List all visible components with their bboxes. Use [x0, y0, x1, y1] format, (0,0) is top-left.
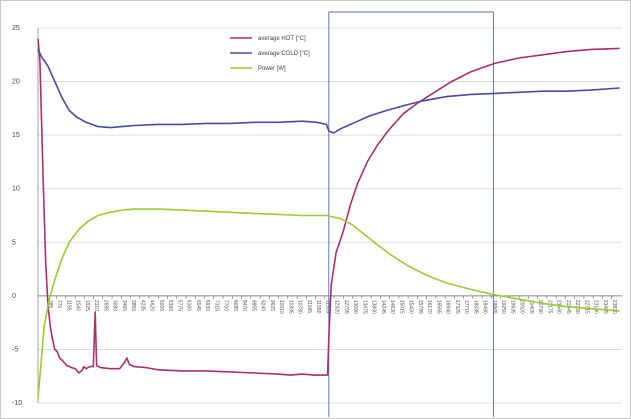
x-tick-label: 23485	[602, 300, 608, 314]
legend-label: average HOT [°C]	[258, 36, 306, 42]
x-tick-label: 15785	[417, 300, 423, 314]
x-tick-label: 5005	[158, 300, 164, 311]
x-tick-label: 5390	[167, 300, 173, 311]
x-tick-label: 22715	[583, 300, 589, 314]
x-tick-label: 20405	[528, 300, 534, 314]
x-tick-label: 20020	[519, 300, 525, 314]
x-tick-label: 11550	[315, 300, 321, 314]
x-tick-label: 13860	[371, 300, 377, 314]
x-tick-label: 15400	[408, 300, 414, 314]
x-tick-label: 19635	[509, 300, 515, 314]
y-tick-label: 15	[12, 132, 20, 139]
x-tick-label: 18480	[482, 300, 488, 314]
x-tick-label: 11165	[306, 300, 312, 313]
x-tick-label: 16170	[426, 300, 432, 314]
y-tick-label: -10	[12, 400, 22, 407]
x-tick-label: 18095	[472, 300, 478, 314]
x-tick-label: 23870	[611, 300, 617, 314]
x-tick-label: 770	[56, 300, 62, 309]
y-tick-label: 5	[12, 239, 16, 246]
x-tick-label: 10780	[297, 300, 303, 314]
legend-label: Power [W]	[258, 66, 286, 72]
x-tick-label: 6160	[186, 300, 192, 311]
x-tick-label: 23100	[593, 300, 599, 314]
x-tick-label: 5775	[176, 300, 182, 311]
x-tick-label: 4620	[149, 300, 155, 311]
x-tick-label: 2310	[93, 300, 99, 311]
series-line-power	[37, 208, 620, 398]
x-tick-label: 8855	[250, 300, 256, 311]
x-tick-label: 16940	[445, 300, 451, 314]
x-tick-label: 17325	[454, 300, 460, 314]
x-tick-label: 1540	[75, 300, 81, 311]
y-tick-label: -5	[12, 346, 18, 353]
x-tick-label: 7700	[223, 300, 229, 311]
x-tick-label: 10010	[278, 300, 284, 314]
y-tick-label: 10	[12, 186, 20, 193]
x-tick-label: 7315	[213, 300, 219, 311]
x-tick-label: 12320	[334, 300, 340, 314]
x-tick-label: 1925	[84, 300, 90, 311]
x-tick-label: 17710	[463, 300, 469, 314]
x-tick-label: 20790	[537, 300, 543, 314]
x-tick-label: 6930	[204, 300, 210, 311]
x-tick-label: 3080	[112, 300, 118, 311]
x-tick-label: 9240	[260, 300, 266, 311]
x-tick-label: 4235	[139, 300, 145, 311]
y-tick-label: 0	[12, 293, 16, 300]
x-tick-label: 18865	[491, 300, 497, 314]
x-tick-label: 13090	[352, 300, 358, 314]
x-tick-label: 16555	[435, 300, 441, 314]
x-tick-label: 3850	[130, 300, 136, 311]
x-tick-label: 2695	[102, 300, 108, 311]
y-tick-label: 20	[12, 79, 20, 86]
x-tick-label: 15015	[398, 300, 404, 314]
x-tick-label: 8470	[241, 300, 247, 311]
y-tick-label: 25	[12, 25, 20, 32]
x-tick-label: 1155	[65, 300, 71, 311]
x-tick-label: 14630	[389, 300, 395, 314]
x-tick-label: 19250	[500, 300, 506, 314]
x-tick-label: 12705	[343, 300, 349, 314]
x-tick-label: 11935	[324, 300, 330, 314]
x-tick-label: 9625	[269, 300, 275, 311]
series-line-average-hot	[37, 38, 620, 376]
series-line-average-cold	[37, 49, 620, 134]
legend: average HOT [°C] average COLD [°C] Power […	[230, 36, 310, 72]
x-tick-label: 21175	[546, 300, 552, 314]
x-tick-label: 21560	[556, 300, 562, 314]
x-tick-label: 8085	[232, 300, 238, 311]
x-tick-label: 13475	[361, 300, 367, 314]
x-tick-label: 14245	[380, 300, 386, 314]
x-tick-label: 3465	[121, 300, 127, 311]
x-tick-label: 6545	[195, 300, 201, 311]
x-tick-label: 385	[47, 300, 53, 309]
legend-label: average COLD [°C]	[258, 51, 310, 57]
x-tick-label: 10395	[287, 300, 293, 314]
